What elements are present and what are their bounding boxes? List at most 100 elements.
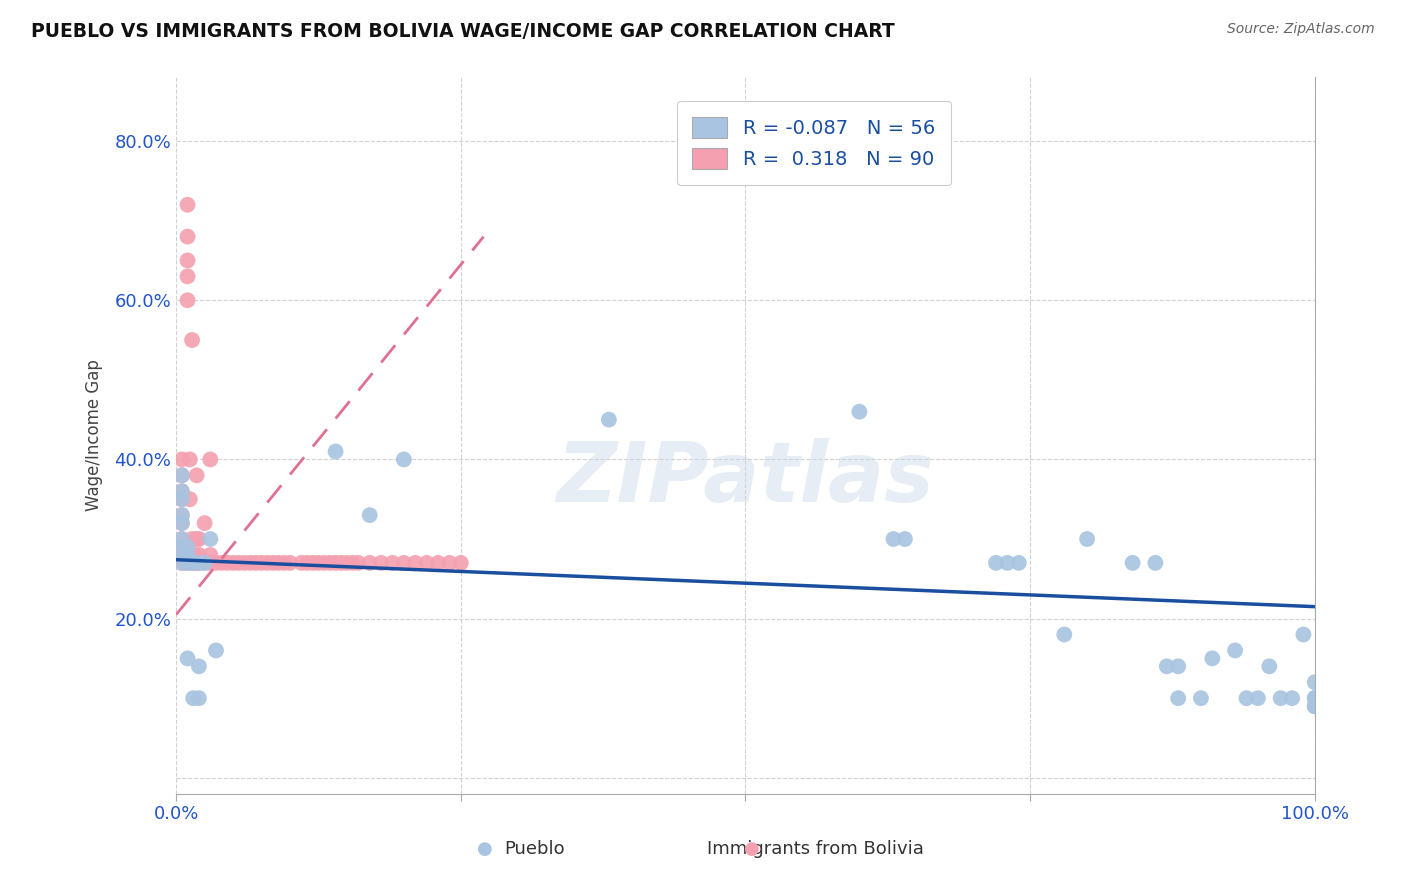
Text: Immigrants from Bolivia: Immigrants from Bolivia [707,840,924,858]
Point [187,548,209,562]
Point [1167,691,1189,706]
Point [170,548,193,562]
Point [181,556,204,570]
Point [598,412,620,426]
Point [176,540,198,554]
Point [181,556,204,570]
Point [1167,659,1189,673]
Point [1303,699,1326,714]
Point [170,548,193,562]
Point [1156,659,1178,673]
Point [1292,627,1315,641]
Point [1303,699,1326,714]
Point [233,556,256,570]
Point [170,484,193,499]
Point [200,532,222,546]
Point [1076,532,1098,546]
Point [1053,627,1076,641]
Point [995,556,1018,570]
Text: Source: ZipAtlas.com: Source: ZipAtlas.com [1227,22,1375,37]
Point [181,532,204,546]
Point [170,516,193,530]
Point [325,556,347,570]
Point [170,532,193,546]
Point [179,556,201,570]
Point [342,556,364,570]
Point [404,556,426,570]
Point [170,468,193,483]
Point [179,548,201,562]
Text: Pueblo: Pueblo [503,840,565,858]
Point [170,468,193,483]
Point [1201,651,1223,665]
Point [176,651,198,665]
Point [1008,556,1031,570]
Point [1303,691,1326,706]
Point [174,556,197,570]
Point [984,556,1007,570]
Point [170,556,193,570]
Point [1122,556,1144,570]
Point [295,556,318,570]
Point [183,548,205,562]
Point [176,293,198,308]
Point [359,508,381,523]
Point [186,468,208,483]
Point [301,556,323,570]
Point [170,508,193,523]
Point [1223,643,1246,657]
Text: ●: ● [477,840,494,858]
Point [194,556,217,570]
Point [1144,556,1167,570]
Point [176,269,198,284]
Point [392,452,415,467]
Point [347,556,370,570]
Point [200,556,222,570]
Point [256,556,278,570]
Point [222,556,245,570]
Point [170,532,193,546]
Point [325,444,347,458]
Point [359,556,381,570]
Point [205,556,228,570]
Point [250,556,273,570]
Point [1189,691,1212,706]
Point [278,556,301,570]
Point [1281,691,1303,706]
Point [894,532,917,546]
Point [1303,699,1326,714]
Point [186,532,208,546]
Point [427,556,450,570]
Point [228,556,250,570]
Point [239,556,262,570]
Point [290,556,312,570]
Point [1258,659,1281,673]
Point [1303,699,1326,714]
Point [848,405,870,419]
Point [170,508,193,523]
Point [170,516,193,530]
Point [187,556,209,570]
Point [181,333,204,347]
Point [170,540,193,554]
Point [450,556,472,570]
Y-axis label: Wage/Income Gap: Wage/Income Gap [86,359,103,511]
Point [186,556,208,570]
Point [205,643,228,657]
Point [882,532,904,546]
Point [179,492,201,507]
Point [308,556,330,570]
Text: ZIPatlas: ZIPatlas [557,438,935,519]
Point [392,556,415,570]
Point [319,556,342,570]
Point [183,556,205,570]
Point [1247,691,1270,706]
Point [194,556,217,570]
Point [217,556,239,570]
Point [336,556,359,570]
Point [211,556,233,570]
Point [176,198,198,212]
Point [381,556,404,570]
Point [174,548,197,562]
Point [370,556,392,570]
